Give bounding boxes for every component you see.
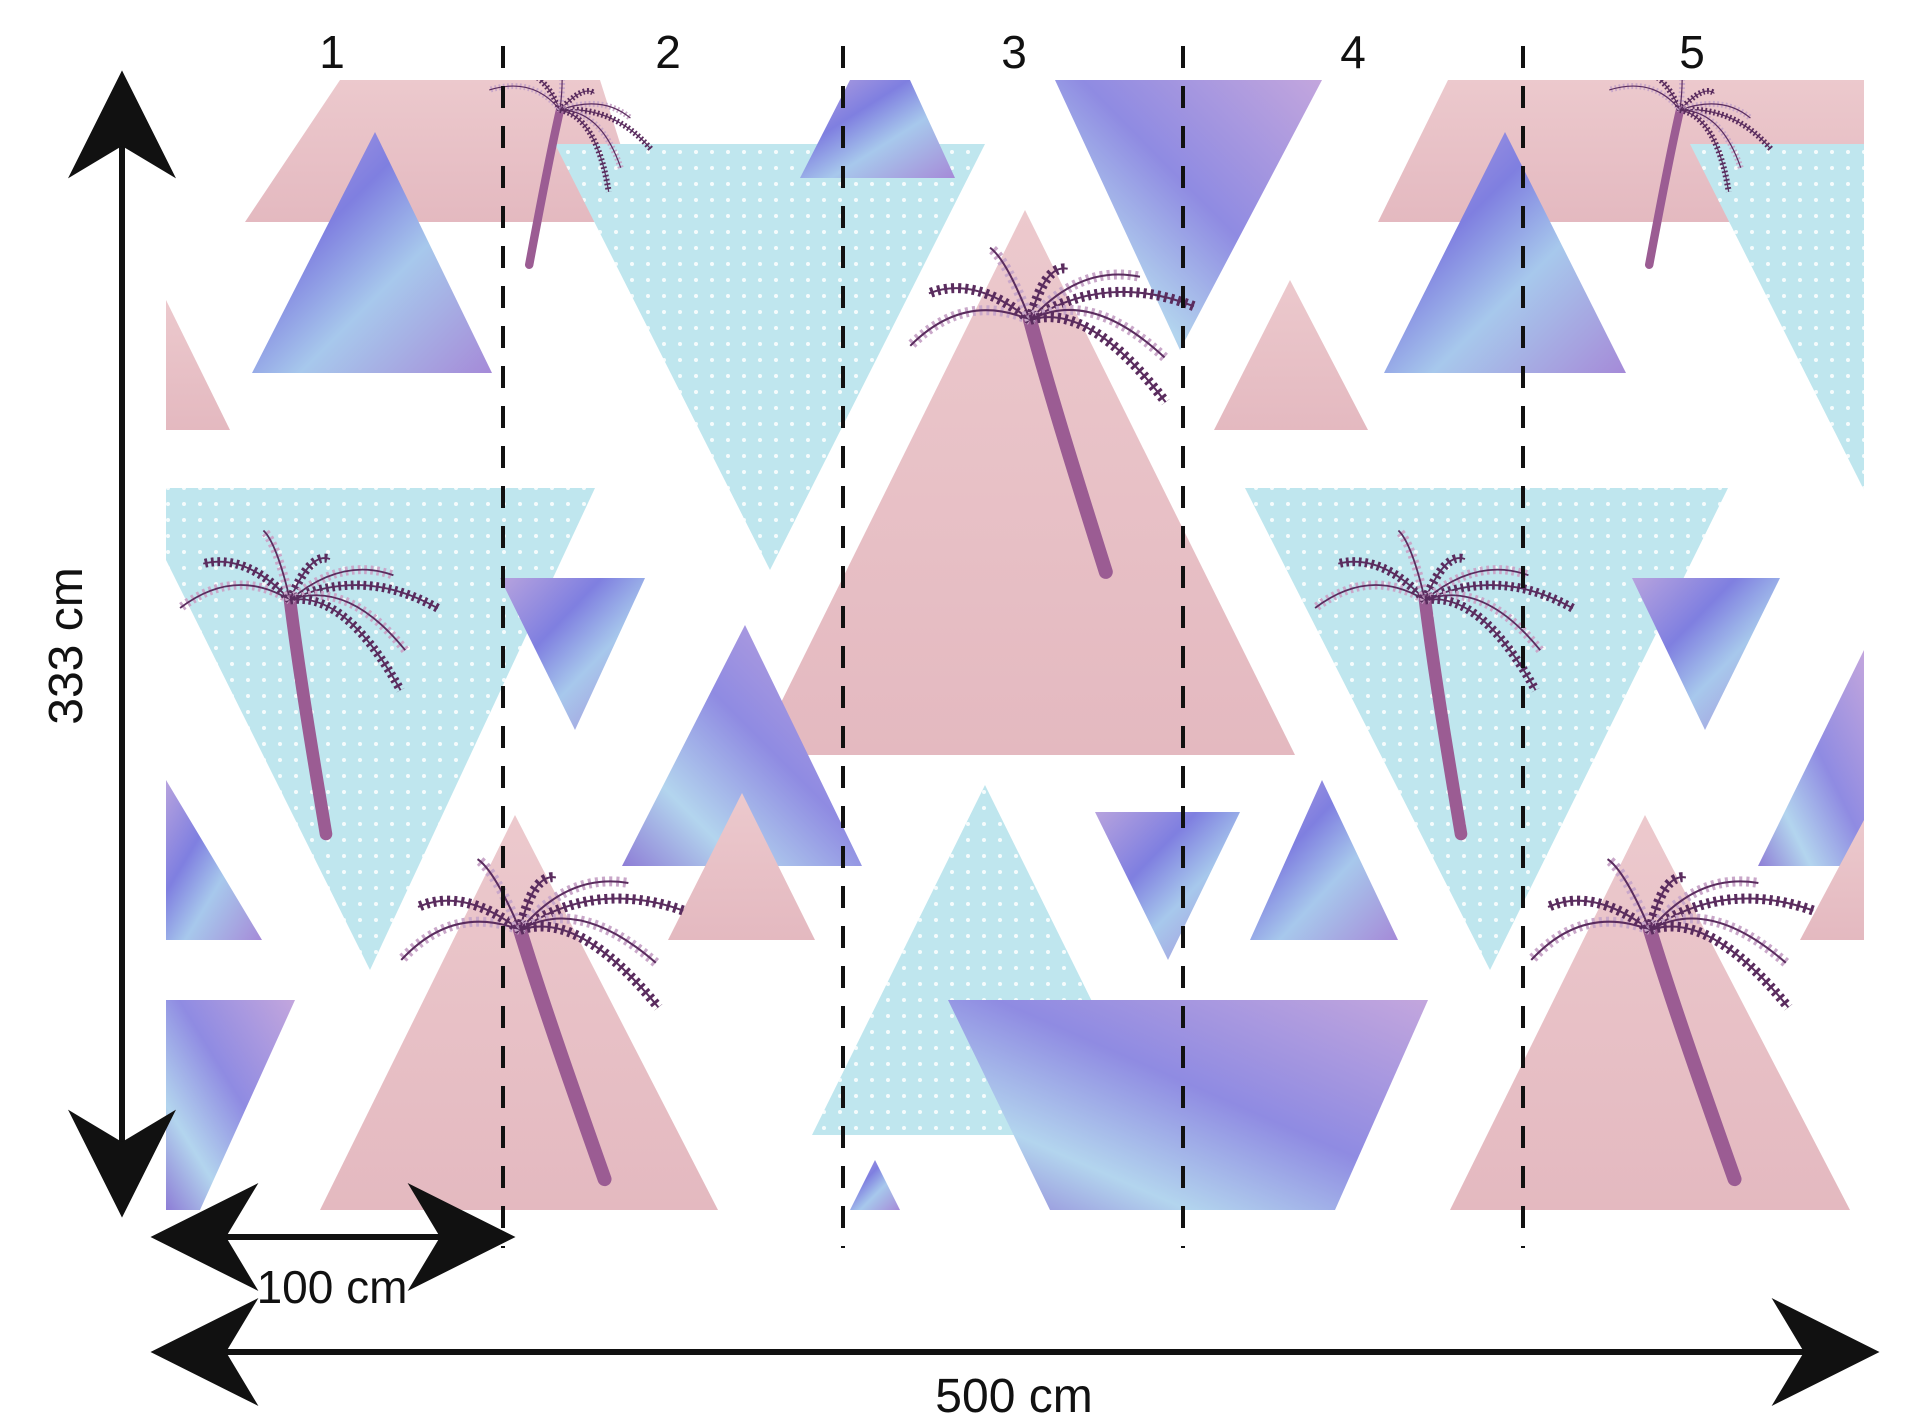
pattern-triangle <box>948 1000 1428 1210</box>
pattern-triangle <box>320 815 718 1210</box>
pattern-triangle <box>800 80 955 178</box>
pattern-triangle <box>1632 578 1780 730</box>
pattern-triangle <box>500 578 645 730</box>
mural-artwork <box>166 80 1864 1210</box>
pattern-triangle <box>850 1160 900 1210</box>
total-width-dimension: 500 cm <box>150 1298 1880 1419</box>
pattern-triangle <box>1214 280 1368 430</box>
pattern-triangle <box>1095 812 1240 960</box>
height-dimension: 333 cm <box>40 70 176 1218</box>
palm-tree-icon <box>1608 80 1773 270</box>
pattern-triangle <box>755 210 1295 755</box>
pattern-triangle <box>166 1000 295 1210</box>
panel-number-2: 2 <box>655 26 681 78</box>
panel-dividers <box>501 46 1525 1248</box>
palm-tree-icon <box>906 243 1196 579</box>
pattern-triangle <box>1800 820 1864 940</box>
palm-tree-icon <box>1312 527 1576 841</box>
pattern-triangle <box>668 793 815 940</box>
pattern-triangle <box>252 132 492 373</box>
panel-width-label: 100 cm <box>257 1261 408 1313</box>
height-label: 333 cm <box>40 567 93 724</box>
pattern-triangle <box>166 780 262 940</box>
pattern-triangle <box>1055 80 1322 350</box>
pattern-triangle <box>622 625 862 866</box>
pattern-triangle <box>1450 815 1850 1210</box>
pattern-triangle <box>166 300 230 430</box>
panel-number-5: 5 <box>1679 26 1705 78</box>
panel-width-dimension: 100 cm <box>150 1183 516 1313</box>
total-width-label: 500 cm <box>935 1370 1092 1419</box>
pattern-triangle <box>1384 132 1626 373</box>
palm-tree-icon <box>488 80 653 270</box>
pattern-triangle <box>1758 650 1864 866</box>
panel-number-4: 4 <box>1340 26 1366 78</box>
pattern-triangle <box>555 144 985 570</box>
pattern-triangle <box>1690 144 1864 490</box>
panel-number-1: 1 <box>319 26 345 78</box>
palm-tree-icon <box>1527 854 1815 1187</box>
palm-tree-icon <box>177 527 441 841</box>
pattern-triangle <box>166 488 595 970</box>
pattern-triangle <box>1250 780 1398 940</box>
palm-tree-icon <box>397 854 685 1187</box>
panel-number-3: 3 <box>1001 26 1027 78</box>
panel-numbers: 1 2 3 4 5 <box>319 26 1705 78</box>
pattern-triangle <box>1245 488 1728 970</box>
